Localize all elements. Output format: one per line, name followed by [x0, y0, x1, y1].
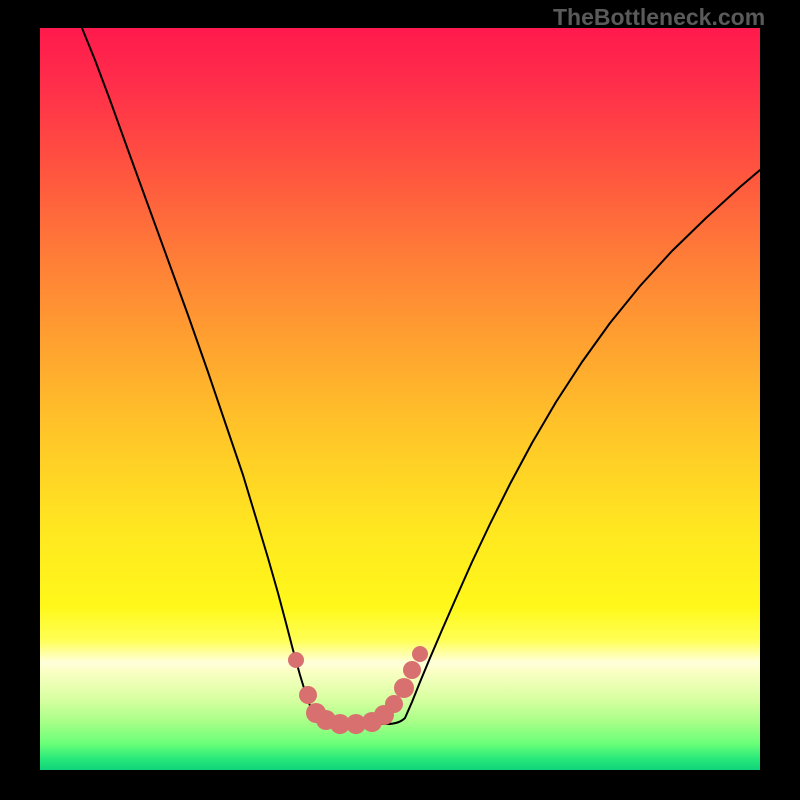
data-marker	[412, 646, 428, 662]
data-marker	[385, 695, 403, 713]
marker-group	[288, 646, 428, 734]
data-marker	[288, 652, 304, 668]
data-marker	[299, 686, 317, 704]
bottleneck-curve	[82, 28, 760, 724]
data-marker	[394, 678, 414, 698]
watermark-text: TheBottleneck.com	[553, 4, 765, 31]
data-marker	[403, 661, 421, 679]
chart-svg-layer	[0, 0, 800, 800]
